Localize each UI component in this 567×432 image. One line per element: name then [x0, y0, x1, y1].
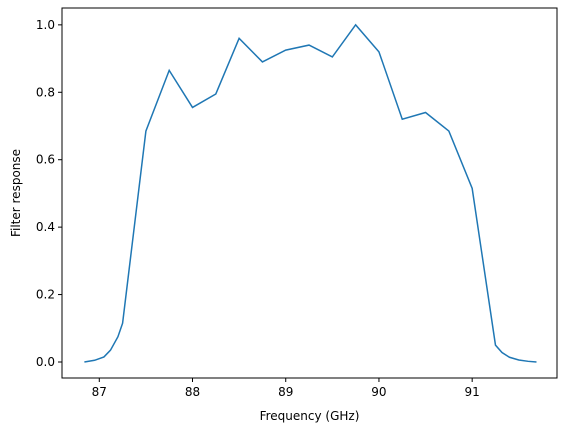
y-tick-label: 0.4: [36, 220, 55, 234]
y-tick-label: 0.8: [36, 85, 55, 99]
y-tick-label: 0.0: [36, 355, 55, 369]
data-line: [84, 23, 537, 363]
y-tick-label: 1.0: [36, 18, 55, 32]
axes-frame: [61, 7, 558, 379]
y-tick-label: 0.6: [36, 153, 55, 167]
x-tick-label: 91: [465, 385, 480, 399]
y-axis-label: Filter response: [9, 149, 23, 237]
x-axis-label: Frequency (GHz): [260, 409, 360, 423]
x-tick-label: 90: [371, 385, 386, 399]
x-tick-label: 89: [278, 385, 293, 399]
y-tick-label: 0.2: [36, 288, 55, 302]
x-tick-label: 87: [92, 385, 107, 399]
x-tick-label: 88: [185, 385, 200, 399]
